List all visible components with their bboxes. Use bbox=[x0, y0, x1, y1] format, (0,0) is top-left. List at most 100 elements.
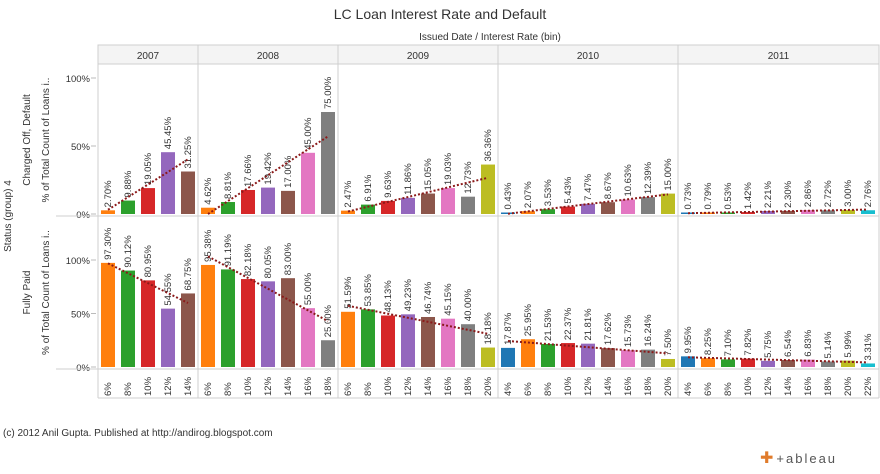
y-tick-label: 100% bbox=[66, 256, 91, 267]
data-label: 82.18% bbox=[243, 243, 254, 276]
x-tick-label: 18% bbox=[643, 376, 654, 396]
data-label: 5.43% bbox=[563, 176, 574, 203]
bar bbox=[641, 197, 655, 214]
data-label: 54.55% bbox=[163, 273, 174, 306]
bar bbox=[481, 347, 495, 367]
x-tick-label: 14% bbox=[183, 376, 194, 396]
year-header-2009: 2009 bbox=[407, 51, 430, 62]
data-label: 5.75% bbox=[763, 330, 774, 357]
data-label: 7.10% bbox=[723, 329, 734, 356]
data-label: 19.05% bbox=[143, 152, 154, 185]
bar bbox=[421, 193, 435, 214]
data-label: 80.95% bbox=[143, 245, 154, 278]
x-tick-label: 16% bbox=[623, 376, 634, 396]
data-label: 53.85% bbox=[363, 274, 374, 307]
data-label: 25.95% bbox=[523, 303, 534, 336]
y-tick-label: 50% bbox=[71, 310, 91, 321]
x-tick-label: 6% bbox=[203, 382, 214, 396]
bar bbox=[461, 196, 475, 214]
data-label: 49.23% bbox=[403, 279, 414, 312]
copyright-footer: (c) 2012 Anil Gupta. Published at http:/… bbox=[3, 428, 273, 439]
data-label: 11.86% bbox=[403, 163, 414, 195]
data-label: 2.47% bbox=[343, 180, 354, 207]
bar bbox=[581, 343, 595, 367]
trend-line bbox=[347, 176, 489, 213]
x-tick-label: 20% bbox=[483, 376, 494, 396]
data-label: 83.00% bbox=[283, 242, 294, 275]
x-tick-label: 10% bbox=[743, 376, 754, 396]
x-tick-label: 8% bbox=[123, 382, 134, 396]
data-label: 0.73% bbox=[683, 182, 694, 209]
bar bbox=[461, 324, 475, 367]
data-label: 2.21% bbox=[763, 181, 774, 208]
bar bbox=[121, 270, 135, 367]
bar bbox=[321, 340, 335, 367]
bar bbox=[521, 339, 535, 367]
bar bbox=[401, 197, 415, 214]
bar bbox=[161, 308, 175, 367]
bar bbox=[841, 209, 855, 214]
data-label: 15.05% bbox=[423, 158, 434, 191]
bar bbox=[801, 359, 815, 367]
chart-title: LC Loan Interest Rate and Default bbox=[333, 6, 547, 22]
bar bbox=[621, 350, 635, 367]
y-tick-label: 50% bbox=[71, 142, 91, 153]
row-label-1: Fully Paid bbox=[22, 271, 33, 315]
year-header-2010: 2010 bbox=[577, 51, 600, 62]
column-header: Issued Date / Interest Rate (bin) bbox=[419, 32, 561, 43]
bar bbox=[301, 152, 315, 214]
data-label: 12.39% bbox=[643, 161, 654, 194]
bar bbox=[841, 360, 855, 367]
x-tick-label: 22% bbox=[863, 376, 874, 396]
data-label: 25.00% bbox=[323, 304, 334, 337]
data-label: 3.00% bbox=[843, 179, 854, 206]
data-label: 2.30% bbox=[783, 180, 794, 207]
bar bbox=[221, 269, 235, 367]
bar bbox=[101, 210, 115, 214]
x-tick-label: 12% bbox=[763, 376, 774, 396]
bar bbox=[781, 210, 795, 214]
bar bbox=[201, 264, 215, 367]
x-tick-label: 10% bbox=[563, 376, 574, 396]
bar bbox=[341, 311, 355, 367]
data-label: 2.76% bbox=[863, 180, 874, 207]
x-tick-label: 8% bbox=[363, 382, 374, 396]
bar bbox=[381, 315, 395, 367]
bar bbox=[801, 210, 815, 214]
data-label: 3.53% bbox=[543, 179, 554, 206]
bar bbox=[861, 210, 875, 214]
data-label: 55.00% bbox=[303, 272, 314, 305]
data-label: 5.99% bbox=[843, 330, 854, 357]
year-header-2008: 2008 bbox=[257, 51, 280, 62]
row-header: Status (group) 4 bbox=[3, 180, 14, 252]
bar bbox=[561, 343, 575, 367]
x-tick-label: 6% bbox=[703, 382, 714, 396]
bar bbox=[681, 356, 695, 367]
bar bbox=[741, 212, 755, 214]
y-axis-label-1: % of Total Count of Loans i.. bbox=[41, 230, 52, 355]
data-label: 10.63% bbox=[623, 164, 634, 197]
data-label: 15.00% bbox=[663, 158, 674, 191]
data-label: 22.37% bbox=[563, 307, 574, 340]
trend-line bbox=[207, 255, 329, 323]
data-label: 80.05% bbox=[263, 246, 274, 279]
bar bbox=[541, 209, 555, 214]
data-label: 2.07% bbox=[523, 181, 534, 208]
data-label: 5.14% bbox=[823, 331, 834, 358]
bar bbox=[661, 358, 675, 367]
bar bbox=[701, 358, 715, 367]
data-label: 31.25% bbox=[183, 136, 194, 169]
x-tick-label: 4% bbox=[683, 382, 694, 396]
x-tick-label: 6% bbox=[523, 382, 534, 396]
data-label: 7.50% bbox=[663, 328, 674, 355]
x-tick-label: 10% bbox=[383, 376, 394, 396]
bar bbox=[301, 308, 315, 367]
data-label: 19.42% bbox=[263, 152, 274, 185]
x-tick-label: 14% bbox=[783, 376, 794, 396]
data-label: 9.95% bbox=[683, 326, 694, 353]
bar bbox=[121, 200, 135, 214]
data-label: 75.00% bbox=[323, 76, 334, 109]
data-label: 45.00% bbox=[303, 117, 314, 150]
x-tick-label: 6% bbox=[103, 382, 114, 396]
bar bbox=[321, 112, 335, 214]
